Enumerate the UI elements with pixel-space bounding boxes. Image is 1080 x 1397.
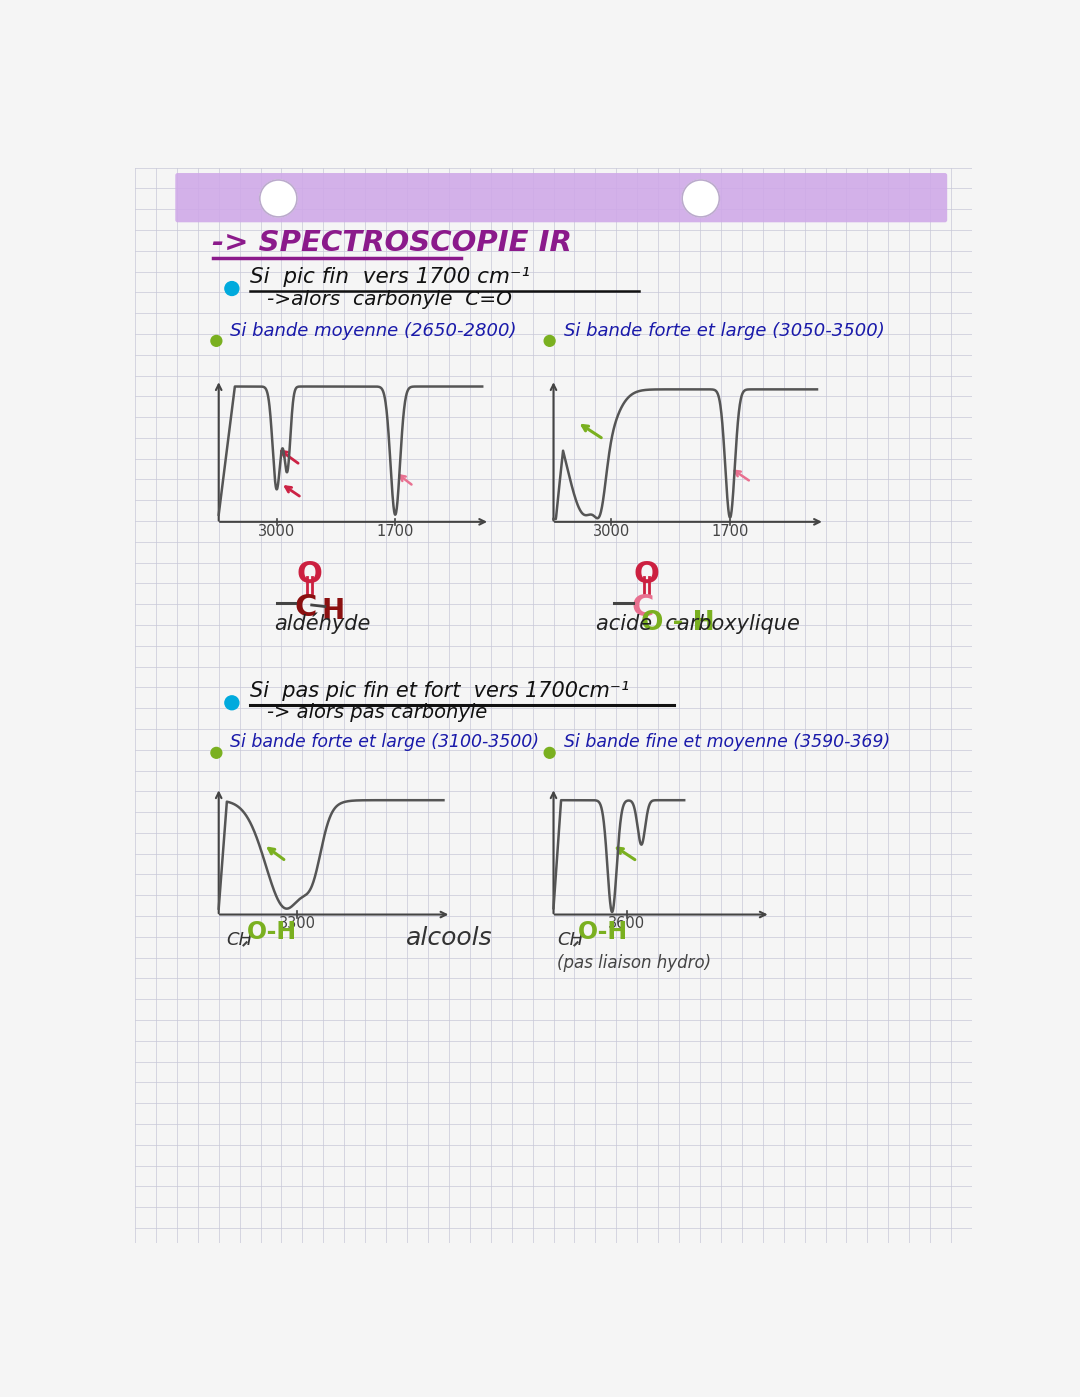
Text: O-H: O-H	[247, 921, 297, 944]
Text: Si  pas pic fin et fort  vers 1700cm⁻¹: Si pas pic fin et fort vers 1700cm⁻¹	[249, 680, 629, 701]
Text: C: C	[295, 592, 316, 622]
Circle shape	[211, 747, 221, 759]
Text: aldéhyde: aldéhyde	[274, 612, 370, 634]
Text: Si bande forte et large (3050-3500): Si bande forte et large (3050-3500)	[564, 323, 885, 341]
Text: C: C	[632, 592, 653, 622]
Text: Si bande fine et moyenne (3590-369): Si bande fine et moyenne (3590-369)	[564, 733, 890, 752]
Text: acide  carboxylique: acide carboxylique	[596, 613, 800, 634]
Text: 3600: 3600	[608, 916, 646, 932]
Circle shape	[544, 747, 555, 759]
Text: 3000: 3000	[593, 524, 630, 539]
Text: O: O	[296, 560, 322, 590]
Text: O - H: O - H	[640, 610, 714, 637]
Text: CH: CH	[227, 932, 253, 950]
Text: -> SPECTROSCOPIE IR: -> SPECTROSCOPIE IR	[213, 229, 572, 257]
Text: CH: CH	[557, 932, 583, 950]
Text: 1700: 1700	[377, 524, 414, 539]
Text: O: O	[634, 560, 660, 590]
Text: O-H: O-H	[578, 921, 629, 944]
Circle shape	[225, 282, 239, 295]
Text: Si  pic fin  vers 1700 cm⁻¹: Si pic fin vers 1700 cm⁻¹	[249, 267, 529, 288]
Circle shape	[683, 180, 719, 217]
Text: 1700: 1700	[712, 524, 748, 539]
Text: Si bande forte et large (3100-3500): Si bande forte et large (3100-3500)	[230, 733, 539, 752]
Text: 3000: 3000	[258, 524, 295, 539]
FancyBboxPatch shape	[175, 173, 947, 222]
Circle shape	[211, 335, 221, 346]
Circle shape	[225, 696, 239, 710]
Text: alcools: alcools	[406, 926, 492, 950]
Text: 3300: 3300	[279, 916, 315, 932]
Text: H: H	[321, 598, 345, 626]
Circle shape	[544, 335, 555, 346]
Text: (pas liaison hydro): (pas liaison hydro)	[557, 954, 712, 972]
Circle shape	[260, 180, 297, 217]
Text: ->alors  carbonyle  C=O: ->alors carbonyle C=O	[267, 291, 512, 310]
Text: -> alors pas carbonyle: -> alors pas carbonyle	[267, 703, 487, 722]
Text: Si bande moyenne (2650-2800): Si bande moyenne (2650-2800)	[230, 323, 517, 341]
